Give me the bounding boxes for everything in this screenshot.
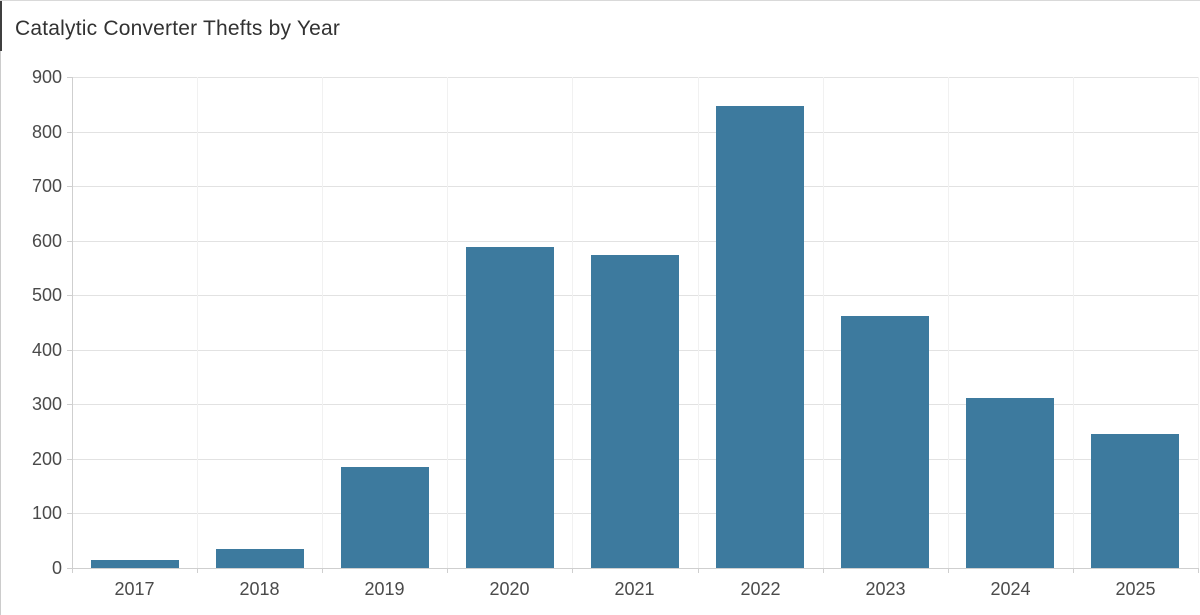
x-gridline-5	[698, 77, 699, 568]
y-tick-700	[67, 186, 72, 187]
x-tick-3	[447, 568, 448, 573]
y-axis-label-700: 700	[31, 176, 62, 196]
y-axis-label-100: 100	[31, 503, 62, 523]
x-gridline-8	[1073, 77, 1074, 568]
x-axis-label-2022: 2022	[740, 579, 781, 599]
x-axis-line	[67, 568, 1198, 569]
x-gridline-1	[197, 77, 198, 568]
y-tick-500	[67, 295, 72, 296]
bar-2017[interactable]	[91, 560, 179, 568]
y-axis-label-300: 300	[31, 394, 62, 414]
x-tick-8	[1073, 568, 1074, 573]
panel-edge-dark	[0, 1, 2, 51]
y-gridline-900	[72, 77, 1198, 78]
x-axis-label-2019: 2019	[364, 579, 405, 599]
y-gridline-700	[72, 186, 1198, 187]
panel-edge-light	[0, 51, 1, 615]
y-gridline-600	[72, 241, 1198, 242]
y-axis-label-200: 200	[31, 449, 62, 469]
x-gridline-7	[948, 77, 949, 568]
x-axis-label-2018: 2018	[239, 579, 280, 599]
x-tick-7	[948, 568, 949, 573]
x-axis-label-2024: 2024	[990, 579, 1031, 599]
y-axis-label-800: 800	[31, 122, 62, 142]
y-axis-label-0: 0	[51, 558, 62, 578]
y-tick-800	[67, 132, 72, 133]
bar-2023[interactable]	[841, 316, 929, 568]
x-tick-2	[322, 568, 323, 573]
bar-2018[interactable]	[216, 549, 304, 568]
y-axis-label-400: 400	[31, 340, 62, 360]
x-tick-9	[1198, 568, 1199, 573]
x-axis-label-2017: 2017	[114, 579, 155, 599]
x-axis-label-2021: 2021	[614, 579, 655, 599]
x-tick-1	[197, 568, 198, 573]
x-gridline-2	[322, 77, 323, 568]
bar-2020[interactable]	[466, 247, 554, 568]
bar-2021[interactable]	[591, 255, 679, 568]
x-gridline-4	[572, 77, 573, 568]
y-tick-100	[67, 513, 72, 514]
bar-2025[interactable]	[1091, 434, 1179, 568]
chart-title: Catalytic Converter Thefts by Year	[15, 17, 341, 40]
y-tick-900	[67, 77, 72, 78]
y-tick-200	[67, 459, 72, 460]
bar-2022[interactable]	[716, 106, 804, 568]
x-tick-4	[572, 568, 573, 573]
x-gridline-6	[823, 77, 824, 568]
y-tick-300	[67, 404, 72, 405]
y-axis-label-600: 600	[31, 231, 62, 251]
bar-2024[interactable]	[966, 398, 1054, 568]
x-axis-label-2020: 2020	[489, 579, 530, 599]
y-gridline-800	[72, 132, 1198, 133]
x-gridline-9	[1198, 77, 1199, 568]
x-tick-5	[698, 568, 699, 573]
x-gridline-3	[447, 77, 448, 568]
x-tick-6	[823, 568, 824, 573]
bar-2019[interactable]	[341, 467, 429, 568]
x-axis-label-2025: 2025	[1115, 579, 1156, 599]
y-tick-400	[67, 350, 72, 351]
y-tick-600	[67, 241, 72, 242]
x-axis-label-2023: 2023	[865, 579, 906, 599]
y-axis-line	[72, 77, 73, 573]
y-axis-label-500: 500	[31, 285, 62, 305]
y-axis-label-900: 900	[31, 67, 62, 87]
